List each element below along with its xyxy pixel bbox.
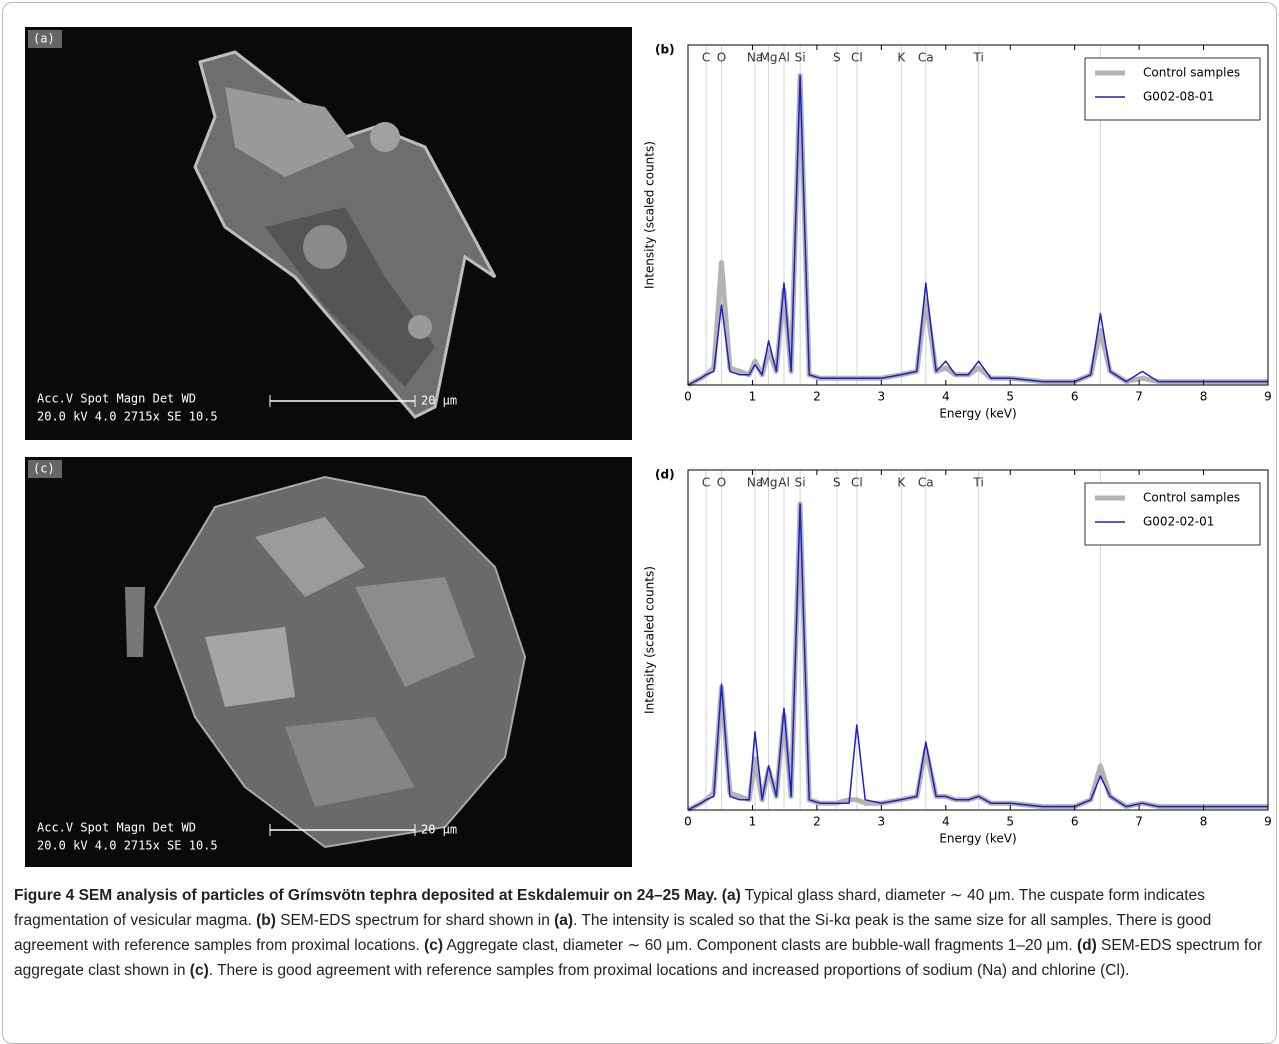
x-tick-label: 8 (1200, 815, 1208, 829)
legend-box (1084, 482, 1261, 546)
panel-ref: (a) (721, 887, 741, 904)
element-label: S (833, 51, 841, 65)
scale-bar-label: 20 μm (421, 823, 457, 837)
caption-text: Aggregate clast, diameter ∼ 60 μm. Compo… (443, 937, 1077, 954)
panel-ref: (c) (424, 937, 444, 954)
legend-label: Control samples (1143, 66, 1240, 80)
x-tick-label: 2 (813, 390, 821, 404)
element-label: C (702, 51, 710, 65)
element-label: Mg (760, 476, 778, 490)
element-label: Ti (972, 51, 983, 65)
x-tick-label: 5 (1006, 390, 1014, 404)
x-axis-label: Energy (keV) (939, 832, 1016, 846)
scale-bar-label: 20 μm (421, 394, 457, 408)
x-tick-label: 4 (942, 390, 950, 404)
x-tick-label: 0 (684, 815, 692, 829)
spectrum-line (686, 73, 1268, 388)
sem-info: Acc.V Spot Magn Det WD (37, 821, 196, 835)
spectrum-line (687, 74, 1268, 386)
x-tick-label: 6 (1071, 390, 1079, 404)
element-label: O (717, 476, 726, 490)
y-axis-label: Intensity (scaled counts) (643, 141, 657, 289)
x-tick-label: 9 (1264, 815, 1272, 829)
element-label: Cl (851, 476, 863, 490)
element-label: O (717, 51, 726, 65)
element-label: Cl (851, 51, 863, 65)
element-label: K (897, 51, 906, 65)
panel-label: (c) (33, 462, 55, 476)
sem-info: Acc.V Spot Magn Det WD (37, 392, 196, 406)
element-label: C (702, 476, 710, 490)
panel-label: (d) (655, 468, 675, 482)
element-label: K (897, 476, 906, 490)
x-tick-label: 3 (878, 815, 886, 829)
x-tick-label: 6 (1071, 815, 1079, 829)
panel-label: (b) (655, 43, 675, 57)
panel-label: (a) (33, 32, 55, 46)
caption-title: Figure 4 SEM analysis of particles of Gr… (14, 887, 718, 904)
y-axis-label: Intensity (scaled counts) (643, 566, 657, 714)
caption-text: SEM-EDS spectrum for aggregate clast sho… (14, 937, 1263, 979)
x-tick-label: 0 (684, 390, 692, 404)
plot-frame (687, 44, 1269, 386)
x-tick-label: 7 (1135, 390, 1143, 404)
sem-image: (a) Acc.V Spot Magn Det WD 20.0 kV 4.0 2… (25, 27, 632, 440)
plot-frame (687, 469, 1269, 811)
sem-info: 20.0 kV 4.0 2715x SE 10.5 (37, 410, 218, 424)
x-tick-label: 8 (1200, 390, 1208, 404)
x-tick-label: 1 (749, 390, 757, 404)
element-label: Al (778, 51, 790, 65)
x-axis-label: Energy (keV) (939, 407, 1016, 421)
element-label: Na (747, 51, 763, 65)
panel-ref: (d) (1076, 937, 1097, 954)
spectrum-line (686, 501, 1268, 813)
legend-label: G002-02-01 (1143, 515, 1214, 529)
x-tick-label: 4 (942, 815, 950, 829)
panel-ref: (b) (256, 912, 276, 929)
panel-ref: (c) (189, 962, 209, 979)
legend-box (1084, 57, 1261, 121)
element-label: Ti (972, 476, 983, 490)
element-label: Ca (918, 476, 934, 490)
spectrum-line (687, 503, 1268, 811)
panel-ref: (a) (554, 912, 574, 929)
element-label: Si (795, 51, 806, 65)
element-label: Mg (760, 51, 778, 65)
caption-text: . The intensity is scaled so that the Si… (14, 912, 1212, 954)
x-tick-label: 1 (749, 815, 757, 829)
caption: Figure 4 SEM analysis of particles of Gr… (14, 883, 1269, 983)
legend-label: G002-08-01 (1143, 90, 1214, 104)
element-label: S (833, 476, 841, 490)
legend-label: Control samples (1143, 491, 1240, 505)
element-label: Ca (918, 51, 934, 65)
sem-info: 20.0 kV 4.0 2715x SE 10.5 (37, 839, 218, 853)
caption-text: . There is good agreement with reference… (208, 962, 1130, 979)
x-tick-label: 3 (878, 390, 886, 404)
sem-image: (c) Acc.V Spot Magn Det WD 20.0 kV 4.0 2… (25, 457, 632, 867)
element-label: Al (778, 476, 790, 490)
element-label: Si (795, 476, 806, 490)
caption-text: Typical glass shard, diameter ∼ 40 μm. T… (14, 887, 1205, 929)
caption-text: SEM-EDS spectrum for shard shown in (275, 912, 555, 929)
x-tick-label: 2 (813, 815, 821, 829)
x-tick-label: 7 (1135, 815, 1143, 829)
element-label: Na (747, 476, 763, 490)
x-tick-label: 5 (1006, 815, 1014, 829)
x-tick-label: 9 (1264, 390, 1272, 404)
